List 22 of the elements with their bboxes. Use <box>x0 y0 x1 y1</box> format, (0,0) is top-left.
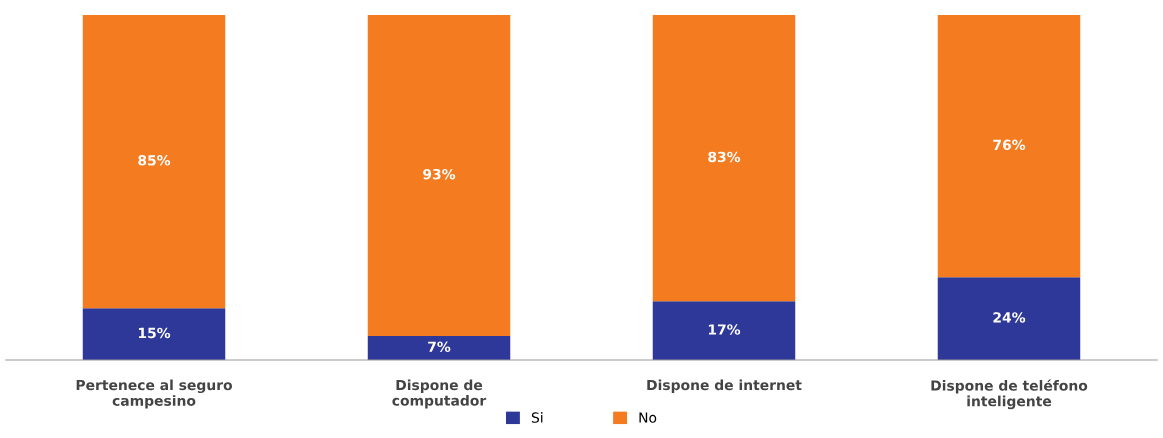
data-label: 76% <box>993 139 1026 151</box>
legend-label: No <box>639 412 657 423</box>
x-tick-label: Dispone de computador <box>392 379 487 409</box>
data-label: 15% <box>138 327 171 339</box>
data-label: 85% <box>138 155 171 166</box>
bar <box>937 277 1081 361</box>
x-tick-label: Dispone de teléfono inteligente <box>931 379 1088 410</box>
data-label: 7% <box>428 341 451 352</box>
bar <box>82 14 226 309</box>
x-tick-label: Pertenece al seguro campesino <box>76 379 232 409</box>
data-label: 17% <box>708 324 741 335</box>
legend-label: Si <box>531 412 543 423</box>
bar <box>367 14 511 336</box>
data-label: 83% <box>708 151 741 163</box>
bar <box>937 14 1081 278</box>
bar <box>367 335 511 361</box>
bar <box>82 308 226 361</box>
data-label: 24% <box>993 312 1026 323</box>
x-tick-label: Dispone de internet <box>647 379 802 393</box>
bar <box>652 14 796 302</box>
bar <box>652 301 796 361</box>
data-label: 93% <box>423 168 456 180</box>
